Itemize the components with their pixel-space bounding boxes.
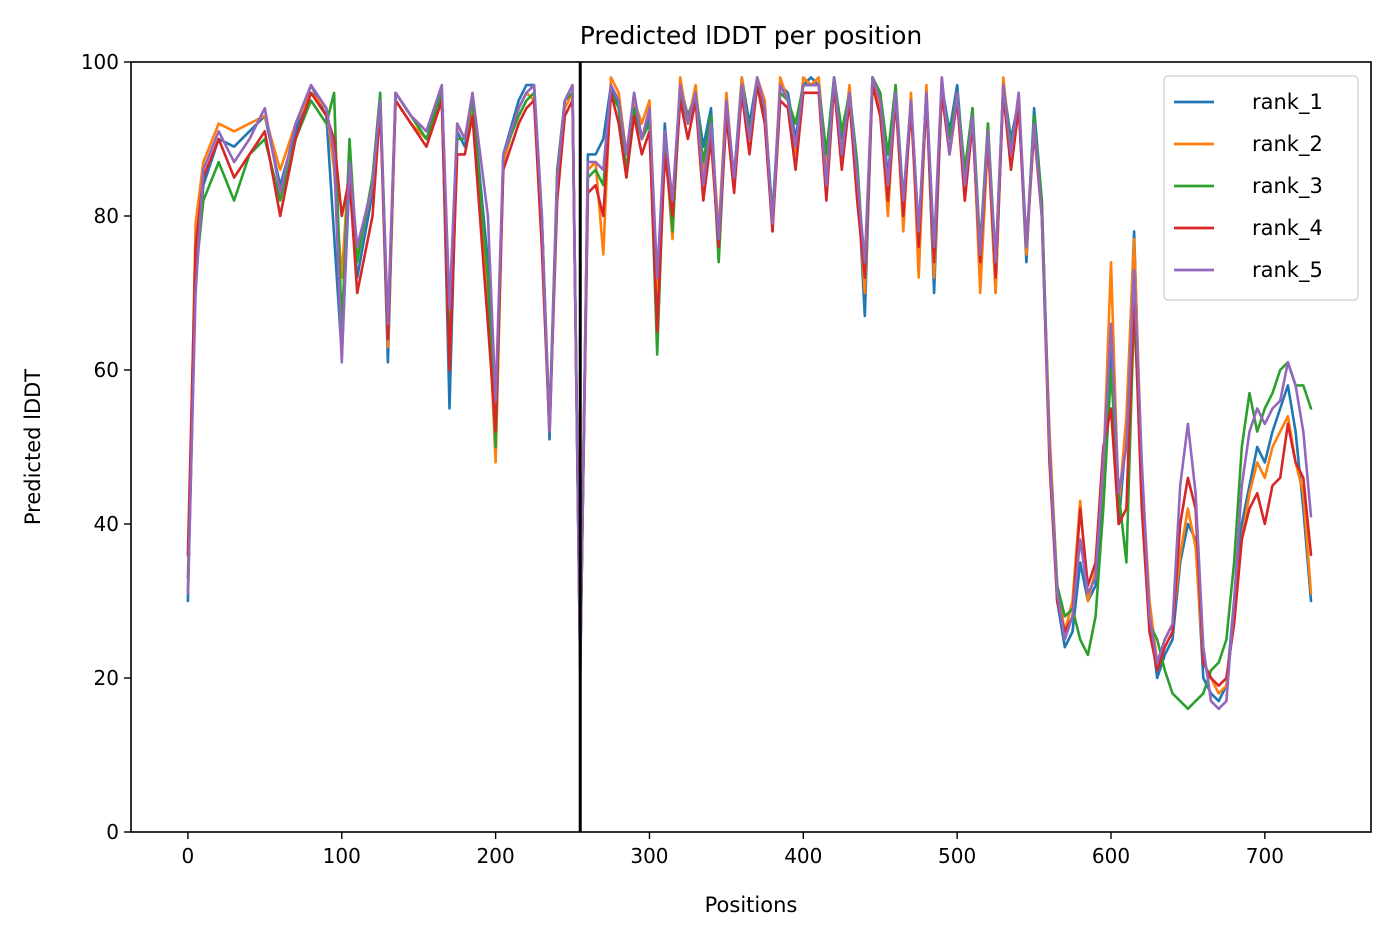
y-tick-label: 40 xyxy=(94,512,119,536)
legend-label-rank_5: rank_5 xyxy=(1252,258,1323,283)
legend-label-rank_4: rank_4 xyxy=(1252,216,1323,241)
y-axis: 0 20 40 60 80 100 xyxy=(81,50,131,844)
x-axis: 0 100 200 300 400 500 600 700 xyxy=(182,832,1284,868)
legend-label-rank_2: rank_2 xyxy=(1252,132,1323,157)
plot-area xyxy=(186,62,1313,832)
y-tick-label: 100 xyxy=(81,50,119,74)
legend: rank_1 rank_2 rank_3 rank_4 rank_5 xyxy=(1163,75,1359,301)
x-tick-label: 700 xyxy=(1246,844,1284,868)
chart-title: Predicted lDDT per position xyxy=(580,21,922,50)
x-tick-label: 300 xyxy=(630,844,668,868)
x-tick-label: 500 xyxy=(938,844,976,868)
legend-box xyxy=(1163,75,1359,301)
plot-frame xyxy=(130,61,1372,833)
y-axis-label: Predicted lDDT xyxy=(21,369,45,525)
y-tick-label: 20 xyxy=(94,666,119,690)
x-tick-label: 0 xyxy=(182,844,195,868)
y-tick-label: 60 xyxy=(94,358,119,382)
series-lines xyxy=(186,76,1313,711)
x-tick-label: 600 xyxy=(1092,844,1130,868)
series-line-rank_5 xyxy=(186,76,1313,711)
legend-label-rank_1: rank_1 xyxy=(1252,90,1323,115)
x-tick-label: 100 xyxy=(323,844,361,868)
x-axis-label: Positions xyxy=(705,893,798,917)
legend-label-rank_3: rank_3 xyxy=(1252,174,1323,199)
y-tick-label: 0 xyxy=(106,820,119,844)
x-tick-label: 400 xyxy=(784,844,822,868)
x-tick-label: 200 xyxy=(477,844,515,868)
y-tick-label: 80 xyxy=(94,204,119,228)
